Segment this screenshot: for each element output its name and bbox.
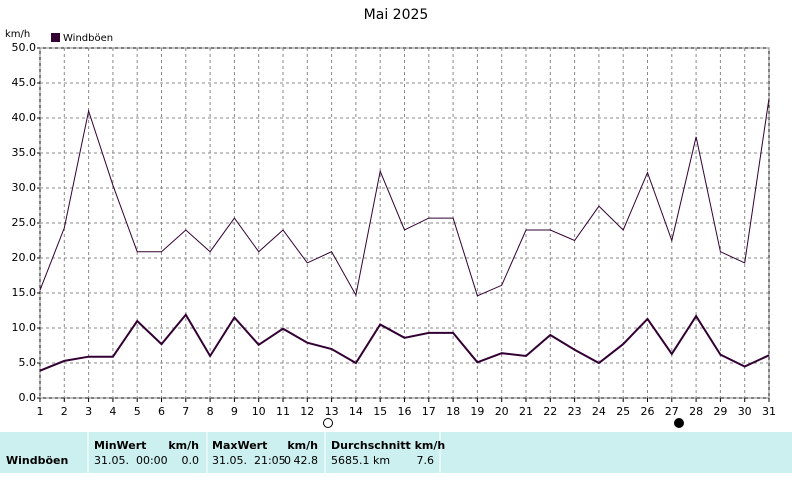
series-line (39, 98, 770, 297)
y-tick-label: 15.0 (12, 286, 37, 299)
header: MinWert (94, 439, 146, 452)
y-tick-label: 25.0 (12, 216, 37, 229)
series-line (39, 312, 770, 372)
x-tick-label: 24 (592, 405, 606, 418)
x-tick-label: 30 (738, 405, 752, 418)
x-tick-label: 13 (325, 405, 339, 418)
x-tick-label: 20 (495, 405, 509, 418)
header: Durchschnitt km/h (331, 439, 445, 452)
x-tick-label: 9 (231, 405, 238, 418)
x-tick-label: 25 (616, 405, 630, 418)
y-tick-label: 10.0 (12, 321, 37, 334)
table-bg (0, 432, 792, 473)
x-tick-label: 11 (276, 405, 290, 418)
x-tick-label: 16 (398, 405, 412, 418)
legend-label: Windböen (63, 33, 113, 44)
x-tick-label: 14 (349, 405, 363, 418)
x-tick-label: 27 (665, 405, 679, 418)
cell: 7.6 (417, 454, 435, 467)
legend-swatch (51, 33, 60, 42)
x-tick-label: 31 (762, 405, 776, 418)
y-tick-label: 40.0 (12, 111, 37, 124)
x-tick-label: 3 (85, 405, 92, 418)
y-tick-label: 50.0 (12, 41, 37, 54)
x-tick-label: 17 (422, 405, 436, 418)
x-tick-label: 29 (713, 405, 727, 418)
x-tick-label: 21 (519, 405, 533, 418)
table: Windböen MinWert km/h 31.05. 00:00 0.0 M… (0, 432, 792, 473)
x-tick-label: 7 (182, 405, 189, 418)
x-tick-label: 6 (158, 405, 165, 418)
moon-icon (323, 418, 333, 428)
x-tick-label: 18 (446, 405, 460, 418)
cell: 31.05. 21:05 (212, 454, 286, 467)
moon-icon (674, 418, 684, 428)
x-tick-label: 22 (543, 405, 557, 418)
x-tick-label: 15 (373, 405, 387, 418)
x-tick-label: 26 (641, 405, 655, 418)
x-tick-label: 2 (61, 405, 68, 418)
header: MaxWert (212, 439, 267, 452)
x-tick-label: 1 (37, 405, 44, 418)
y-tick-label: 45.0 (12, 76, 37, 89)
x-tick-label: 10 (252, 405, 266, 418)
y-tick-label: 30.0 (12, 181, 37, 194)
y-tick-label: 0.0 (19, 391, 37, 404)
x-tick-label: 8 (207, 405, 214, 418)
cell: 0 (284, 454, 291, 467)
y-tick-label: 35.0 (12, 146, 37, 159)
x-tick-label: 12 (300, 405, 314, 418)
cell: 42.8 (294, 454, 319, 467)
x-tick-label: 4 (109, 405, 116, 418)
cell: 31.05. 00:00 (94, 454, 168, 467)
y-axis-unit: km/h (5, 29, 30, 40)
header: km/h (287, 439, 318, 452)
x-tick-label: 5 (134, 405, 141, 418)
cell: 0.0 (182, 454, 200, 467)
row-label: Windböen (6, 454, 68, 467)
x-tick-label: 19 (470, 405, 484, 418)
x-tick-label: 23 (568, 405, 582, 418)
cell: 5685.1 km (331, 454, 390, 467)
chart-title: Mai 2025 (364, 7, 429, 23)
y-tick-label: 20.0 (12, 251, 37, 264)
header: km/h (168, 439, 199, 452)
y-tick-label: 5.0 (19, 356, 37, 369)
x-tick-label: 28 (689, 405, 703, 418)
